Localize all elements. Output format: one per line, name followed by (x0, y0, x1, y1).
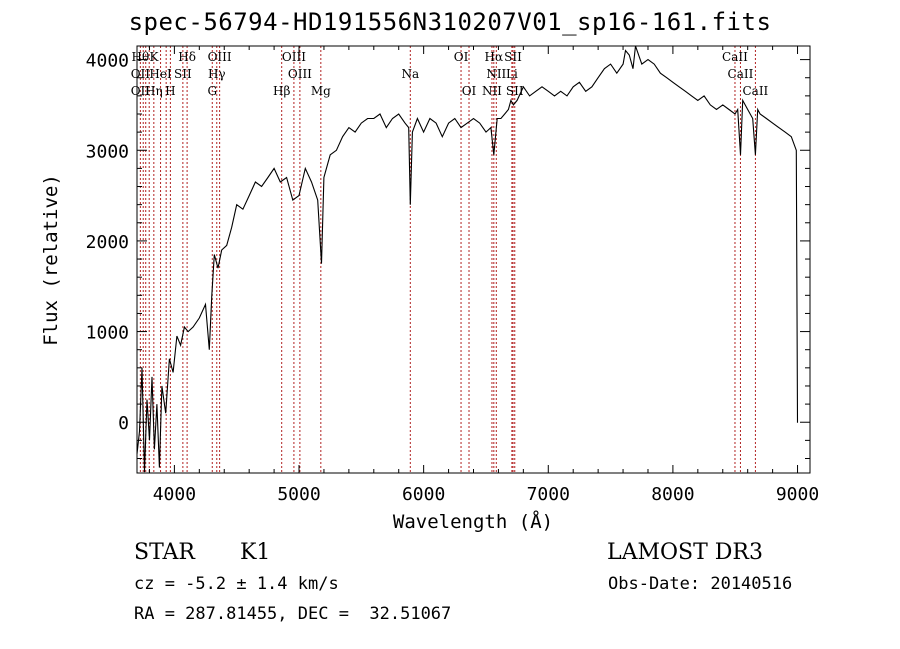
marker-label: OI (462, 84, 477, 98)
coordinates: RA = 287.81455, DEC = 32.51067 (134, 604, 452, 624)
y-tick-label: 3000 (86, 141, 129, 162)
marker-label: OI (454, 50, 469, 64)
y-tick-label: 2000 (86, 232, 129, 253)
line-markers-layer (139, 46, 756, 473)
redshift-text: cz = -5.2 ± 1.4 km/s (134, 574, 339, 594)
marker-label: CaII (722, 50, 748, 64)
x-tick-label: 4000 (153, 484, 196, 505)
marker-label: OIII (288, 67, 312, 81)
spectrum-series-line (136, 45, 799, 473)
x-axis-label: Wavelength (Å) (393, 510, 553, 533)
marker-label: K (149, 50, 159, 64)
marker-label: Hβ (273, 84, 290, 98)
marker-label: Na (401, 67, 419, 81)
marker-label: H (165, 84, 175, 98)
marker-label: NII (486, 67, 506, 81)
marker-label: CaII (742, 84, 768, 98)
y-tick-label: 4000 (86, 51, 129, 72)
marker-label: OIII (208, 50, 232, 64)
marker-label: NII (482, 84, 502, 98)
marker-label: SII (174, 67, 192, 81)
marker-label: Hα (485, 50, 504, 64)
x-tick-label: 7000 (527, 484, 570, 505)
marker-label: Hδ (178, 50, 196, 64)
marker-label: SII (504, 50, 522, 64)
chart-title: spec-56794-HD191556N310207V01_sp16-161.f… (128, 8, 772, 36)
survey-name: LAMOST DR3 (607, 540, 763, 565)
marker-label: OII (131, 67, 151, 81)
y-tick-label: 1000 (86, 323, 129, 344)
plot-frame (136, 45, 811, 474)
marker-label: CaII (728, 67, 754, 81)
y-axis-label: Flux (relative) (40, 174, 62, 346)
marker-label: OIII (282, 50, 306, 64)
marker-label: Hθ (132, 50, 150, 64)
marker-label: Li (506, 67, 518, 81)
marker-label: Hγ (208, 67, 226, 81)
y-tick-label: 0 (118, 413, 129, 434)
object-class: STAR (134, 540, 195, 565)
marker-label: Mg (311, 84, 331, 98)
x-tick-label: 8000 (651, 484, 694, 505)
marker-label: OII (131, 84, 151, 98)
axis-ticks: 4000 5000 6000 7000 8000 9000 0 1000 2000 3000 400… (86, 46, 819, 505)
object-subclass: K1 (240, 540, 271, 565)
x-tick-label: 9000 (776, 484, 819, 505)
x-tick-label: 5000 (277, 484, 320, 505)
x-tick-label: 6000 (402, 484, 445, 505)
marker-label: G (207, 84, 217, 98)
marker-label: Hη (145, 84, 163, 98)
marker-label: HeI (149, 67, 172, 81)
obs-date: Obs-Date: 20140516 (608, 574, 793, 594)
